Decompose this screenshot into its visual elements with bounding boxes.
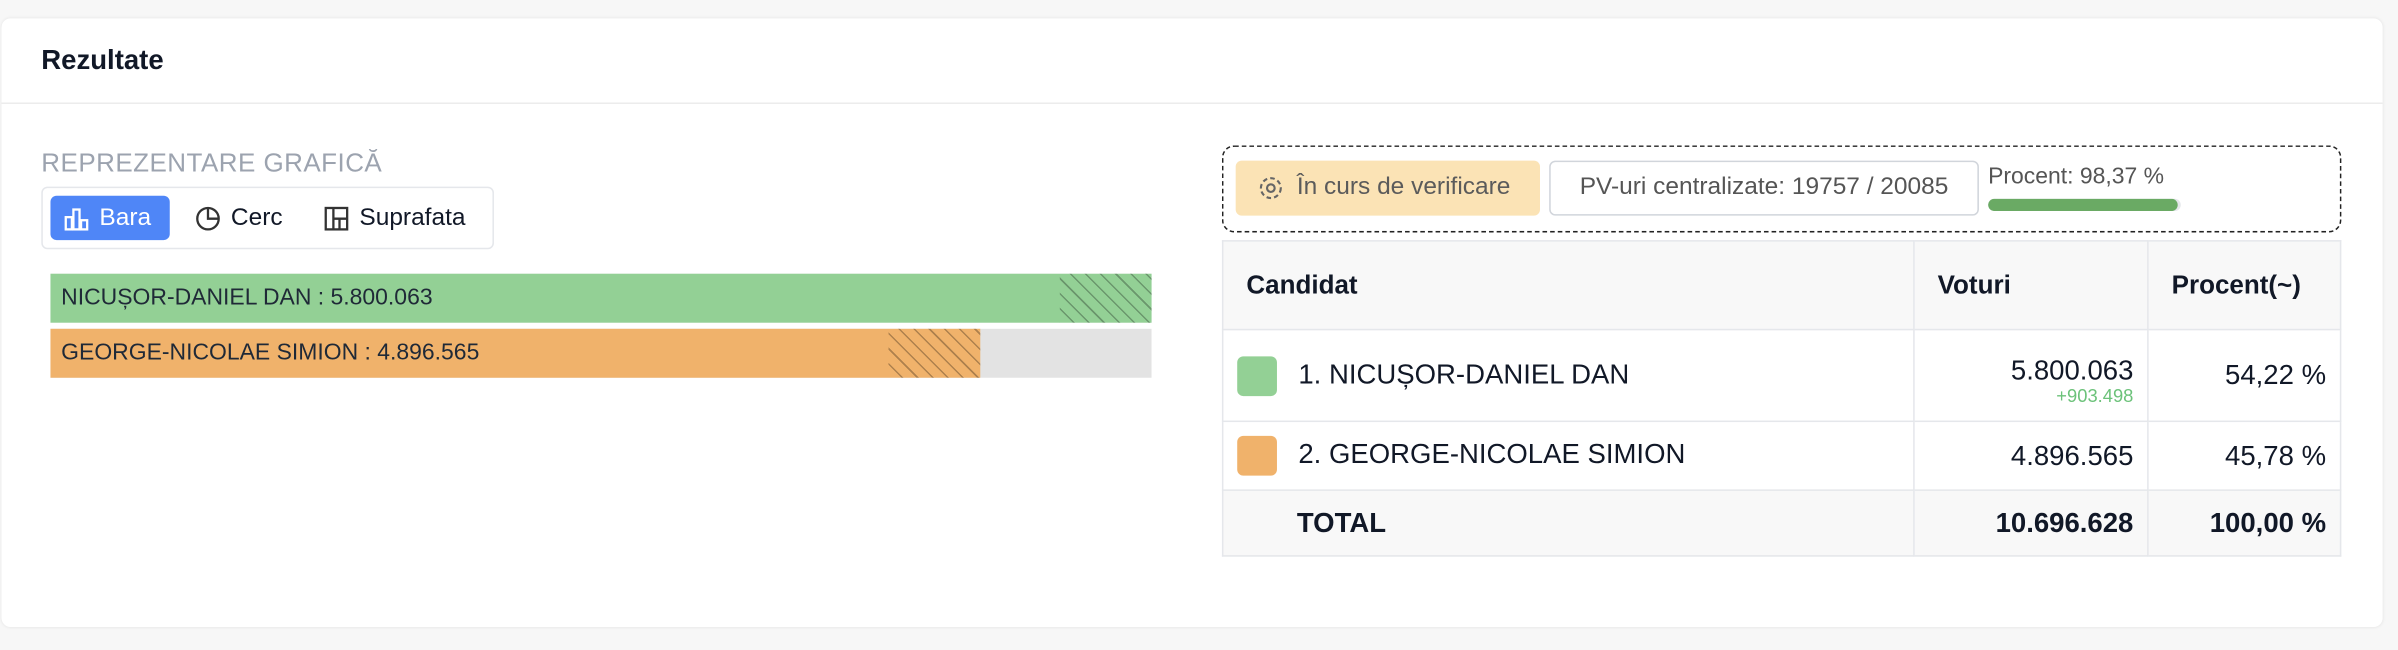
total-percent: 100,00 %	[2147, 489, 2342, 557]
candidate-cell: 2. GEORGE-NICOLAE SIMION	[1221, 420, 1915, 491]
total-votes: 10.696.628	[1913, 489, 2149, 557]
separator	[1, 102, 2383, 104]
progress-fill	[1988, 198, 2178, 212]
header-cell: Candidat	[1221, 240, 1915, 331]
candidate-cell: 1. NICUȘOR-DANIEL DAN	[1221, 328, 1915, 423]
progress-track	[1988, 198, 2181, 212]
icon	[196, 206, 220, 230]
bar-track: GEORGE-NICOLAE SIMION : 4.896.565	[50, 328, 1152, 378]
percent: 45,78 %	[2147, 420, 2342, 491]
candidate: 1. NICUȘOR-DANIEL DAN	[1298, 358, 1630, 389]
delta: +903.498	[2056, 385, 2134, 407]
percent: 54,22 %	[2147, 328, 2342, 423]
row: 1. NICUȘOR-DANIEL DAN 5.800.063 +903.498 …	[1221, 328, 2342, 423]
tab[interactable]: Cerc	[182, 196, 295, 240]
bar-label: GEORGE-NICOLAE SIMION : 4.896.565	[61, 339, 480, 366]
hatch	[888, 328, 981, 378]
header-row: Candidat Voturi Procent(~)	[1221, 240, 2342, 331]
candidate: 2. GEORGE-NICOLAE SIMION	[1298, 438, 1686, 470]
header-cell: Procent(~)	[2147, 240, 2342, 331]
results-table: Candidat Voturi Procent(~) 1. NICUȘOR-DA…	[1221, 240, 2342, 557]
total-label: TOTAL	[1221, 489, 1915, 557]
section-label: REPREZENTARE GRAFICĂ	[41, 148, 383, 178]
total-row: TOTAL 10.696.628 100,00 %	[1221, 489, 2342, 557]
bar	[50, 273, 1152, 323]
status-badge: În curs de verificare	[1235, 160, 1541, 216]
row: 2. GEORGE-NICOLAE SIMION 4.896.565 45,78…	[1221, 420, 2342, 491]
tab-group	[41, 186, 494, 250]
tab[interactable]: Suprafata	[310, 196, 477, 240]
icon	[1259, 177, 1282, 200]
swatch	[1237, 435, 1277, 476]
bar	[50, 328, 981, 378]
progress-label: Procent: 98,37 %	[1988, 163, 2165, 190]
votes: 5.800.063	[2010, 354, 2134, 386]
bar-track: NICUȘOR-DANIEL DAN : 5.800.063	[50, 273, 1152, 323]
counted-box: PV-uri centralizate: 19757 / 20085	[1549, 160, 1979, 216]
tab-label: Suprafata	[359, 204, 466, 231]
header-cell: Voturi	[1913, 240, 2149, 331]
votes: 4.896.565	[1913, 420, 2149, 491]
icon	[64, 207, 89, 230]
tab[interactable]: Bara	[50, 195, 170, 241]
icon	[324, 206, 349, 230]
bar-label: NICUȘOR-DANIEL DAN : 5.800.063	[61, 284, 433, 311]
hatch	[1059, 273, 1152, 323]
title: Rezultate	[41, 44, 164, 75]
status-box	[1221, 145, 2342, 233]
votes-cell: 5.800.063 +903.498	[1913, 328, 2149, 423]
tab-label: Cerc	[230, 204, 283, 231]
tab-label: Bara	[99, 204, 152, 231]
badge-text: În curs de verificare	[1296, 174, 1511, 201]
swatch	[1237, 355, 1277, 396]
